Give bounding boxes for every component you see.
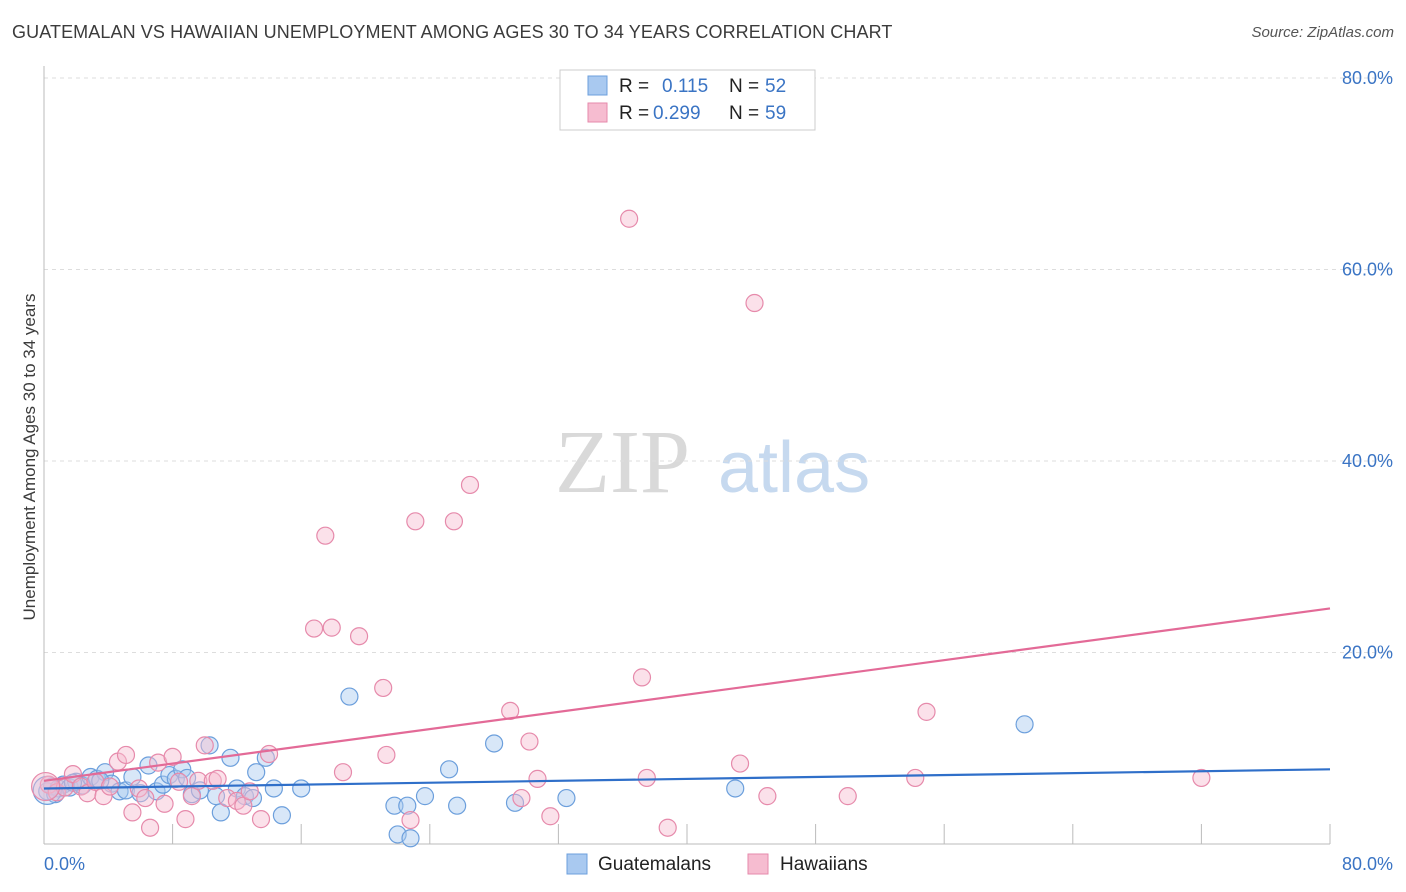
data-point	[259, 744, 279, 764]
data-point	[620, 209, 639, 228]
data-point	[485, 734, 504, 753]
data-point	[398, 796, 417, 815]
legend-r-label-1: R =	[619, 76, 649, 97]
data-point	[123, 803, 142, 822]
legend-swatch-hawaiians	[587, 102, 608, 123]
axes	[43, 66, 1331, 845]
data-point	[401, 810, 420, 830]
data-point	[247, 763, 266, 782]
series-hawaiians	[31, 209, 1211, 837]
data-point	[374, 678, 393, 698]
data-point	[758, 787, 777, 806]
data-point	[917, 702, 936, 721]
chart-title: GUATEMALAN VS HAWAIIAN UNEMPLOYMENT AMON…	[12, 22, 893, 42]
data-point	[31, 771, 61, 802]
y-tick-label: 40.0%	[1342, 451, 1393, 471]
trend-line-hawaiians	[43, 607, 1331, 782]
data-point	[632, 668, 652, 687]
data-point	[163, 747, 182, 766]
data-point	[637, 768, 656, 788]
legend-swatch-guatemalans	[587, 75, 608, 96]
data-point	[406, 512, 425, 531]
data-point	[272, 806, 292, 825]
data-point	[520, 732, 539, 751]
data-point	[745, 293, 764, 313]
data-point	[512, 788, 531, 808]
data-point	[292, 779, 311, 798]
data-point	[439, 760, 459, 779]
y-axis-label: Unemployment Among Ages 30 to 34 years	[20, 294, 39, 621]
legend-n-label-1: N =	[729, 76, 759, 97]
data-point	[140, 818, 160, 837]
data-point	[182, 787, 201, 806]
watermark-atlas: atlas	[718, 428, 870, 508]
data-point	[195, 736, 214, 755]
data-point	[730, 754, 750, 773]
y-tick-label: 60.0%	[1342, 260, 1393, 280]
x-tick-label: 80.0%	[1342, 854, 1393, 874]
data-point	[838, 787, 857, 806]
legend-r-value-2: 0.299	[653, 103, 701, 124]
legend-n-value-1: 52	[765, 76, 786, 97]
data-point	[129, 779, 148, 798]
stats-legend: R = 0.115 N = 52 R = 0.299 N = 59	[559, 69, 816, 131]
data-point	[444, 512, 464, 531]
data-point	[264, 779, 283, 798]
y-tick-label: 20.0%	[1342, 643, 1393, 663]
data-point	[340, 687, 359, 706]
data-point	[316, 526, 335, 545]
data-point	[557, 788, 576, 808]
y-tick-label: 80.0%	[1342, 68, 1393, 88]
trend-line-guatemalans	[43, 768, 1331, 790]
gridlines	[44, 77, 1394, 653]
data-point	[221, 748, 240, 767]
data-point	[71, 777, 91, 796]
x-tick-label: 0.0%	[44, 854, 85, 874]
data-point	[116, 745, 136, 765]
data-point	[528, 769, 547, 788]
data-point	[251, 810, 271, 829]
legend-r-label-2: R =	[619, 103, 649, 124]
data-point	[401, 829, 420, 848]
watermark-zip: ZIP	[555, 413, 690, 512]
data-point	[448, 796, 467, 815]
legend-n-label-2: N =	[729, 103, 759, 124]
bottom-legend-label-guatemalans: Guatemalans	[598, 854, 711, 875]
data-point	[460, 475, 480, 495]
data-point	[176, 810, 195, 829]
data-point	[385, 796, 404, 815]
data-point	[726, 779, 745, 798]
legend-r-value-1: 0.115	[662, 76, 708, 97]
data-point	[200, 736, 219, 755]
data-point	[333, 763, 353, 782]
data-point	[349, 627, 369, 646]
data-point	[377, 745, 396, 765]
data-point	[1192, 768, 1211, 788]
data-point	[658, 818, 677, 837]
data-point	[322, 618, 341, 637]
data-point	[169, 772, 189, 791]
legend-n-value-2: 59	[765, 103, 786, 124]
source-credit: Source: ZipAtlas.com	[1251, 24, 1394, 41]
bottom-legend-label-hawaiians: Hawaiians	[780, 854, 868, 875]
data-point	[1015, 715, 1034, 734]
data-point	[304, 619, 324, 638]
data-point	[155, 794, 174, 813]
data-point	[240, 782, 259, 801]
data-point	[541, 807, 560, 826]
series-legend: Guatemalans Hawaiians	[566, 853, 868, 875]
data-point	[208, 769, 227, 788]
tick-labels: 20.0% 40.0% 60.0% 80.0% 0.0% 80.0%	[44, 68, 1393, 874]
bottom-legend-swatch-guatemalans	[566, 853, 588, 875]
data-point	[136, 788, 155, 808]
bottom-legend-swatch-hawaiians	[747, 853, 769, 875]
data-point	[906, 768, 925, 788]
data-point	[415, 787, 435, 806]
trend-lines	[43, 607, 1331, 790]
